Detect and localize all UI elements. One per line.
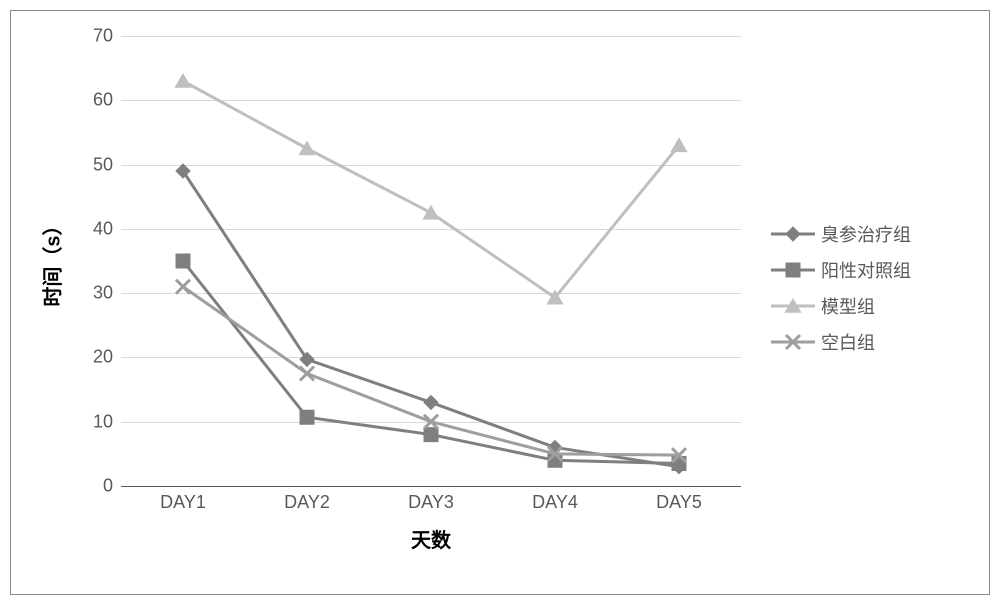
series-marker	[299, 142, 314, 155]
legend-item: 模型组	[771, 288, 911, 324]
y-tick-label: 10	[93, 411, 121, 432]
series-marker	[175, 74, 190, 87]
y-tick-label: 30	[93, 283, 121, 304]
legend-item: 阳性对照组	[771, 252, 911, 288]
series-marker	[423, 206, 438, 219]
x-tick-label: DAY3	[408, 486, 454, 513]
y-tick-label: 0	[103, 476, 121, 497]
y-tick-label: 70	[93, 26, 121, 47]
chart-frame: 010203040506070DAY1DAY2DAY3DAY4DAY5 时间（s…	[10, 10, 990, 595]
x-tick-label: DAY4	[532, 486, 578, 513]
series-line	[183, 81, 679, 298]
x-tick-label: DAY5	[656, 486, 702, 513]
legend-swatch	[771, 294, 815, 318]
y-tick-label: 50	[93, 154, 121, 175]
series-marker	[176, 254, 190, 268]
series-marker	[176, 280, 190, 294]
series-marker	[424, 428, 438, 442]
legend-label: 臭参治疗组	[821, 221, 911, 247]
series-marker	[300, 367, 314, 381]
y-tick-label: 20	[93, 347, 121, 368]
series-marker	[671, 138, 686, 151]
chart-lines	[121, 36, 741, 486]
legend-label: 阳性对照组	[821, 257, 911, 283]
plot-area: 010203040506070DAY1DAY2DAY3DAY4DAY5	[121, 36, 741, 486]
y-axis-title: 时间（s）	[37, 215, 66, 306]
legend: 臭参治疗组阳性对照组模型组空白组	[771, 216, 911, 360]
legend-label: 空白组	[821, 329, 875, 355]
legend-item: 空白组	[771, 324, 911, 360]
x-axis-title: 天数	[411, 524, 451, 553]
x-tick-label: DAY2	[284, 486, 330, 513]
legend-item: 臭参治疗组	[771, 216, 911, 252]
legend-label: 模型组	[821, 293, 875, 319]
legend-swatch	[771, 330, 815, 354]
legend-swatch	[771, 258, 815, 282]
y-tick-label: 60	[93, 90, 121, 111]
series-marker	[300, 410, 314, 424]
legend-swatch	[771, 222, 815, 246]
y-tick-label: 40	[93, 218, 121, 239]
x-tick-label: DAY1	[160, 486, 206, 513]
series-marker	[424, 395, 438, 409]
